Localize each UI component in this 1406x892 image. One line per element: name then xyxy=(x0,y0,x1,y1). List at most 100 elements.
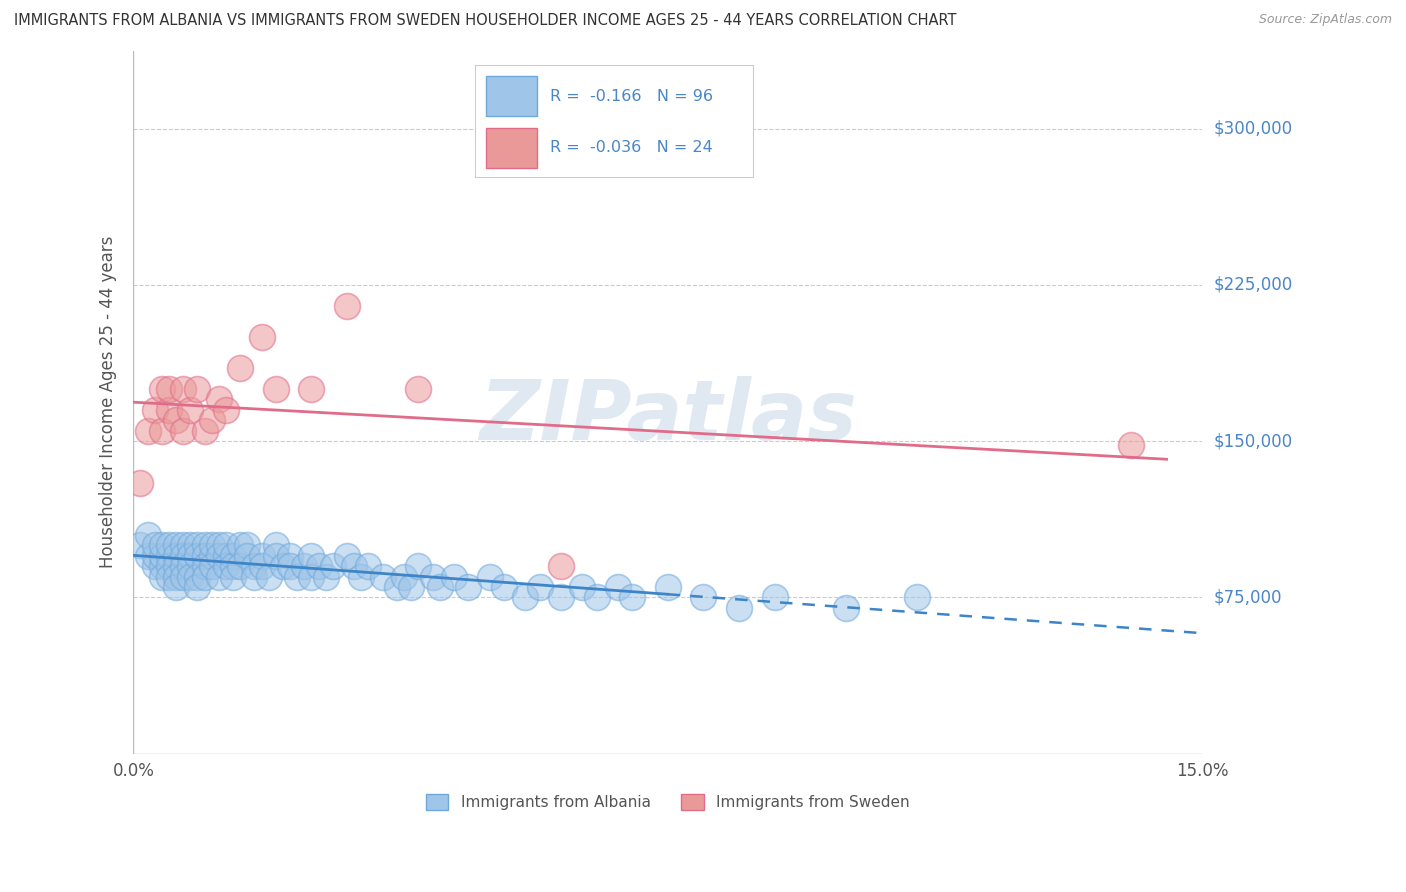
Point xyxy=(208,538,231,552)
Point xyxy=(308,559,330,574)
Point xyxy=(257,569,280,583)
Point xyxy=(285,569,308,583)
Point xyxy=(215,549,238,563)
Point xyxy=(136,528,159,542)
Point xyxy=(322,559,344,574)
Point xyxy=(143,549,166,563)
Point xyxy=(301,382,323,396)
Point xyxy=(763,591,786,605)
Point xyxy=(186,549,208,563)
Point xyxy=(336,549,359,563)
Point xyxy=(165,569,187,583)
Point xyxy=(301,549,323,563)
Point xyxy=(229,559,252,574)
Point xyxy=(222,569,245,583)
Point xyxy=(236,549,259,563)
Text: $300,000: $300,000 xyxy=(1213,120,1292,137)
Point xyxy=(165,549,187,563)
Text: $225,000: $225,000 xyxy=(1213,276,1292,294)
Point xyxy=(529,580,551,594)
Point xyxy=(194,549,217,563)
Point xyxy=(399,580,422,594)
Point xyxy=(150,424,173,438)
Point xyxy=(229,361,252,376)
Point xyxy=(150,569,173,583)
Point xyxy=(264,549,287,563)
Text: ZIPatlas: ZIPatlas xyxy=(479,376,856,457)
Text: $150,000: $150,000 xyxy=(1213,432,1292,450)
Legend: Immigrants from Albania, Immigrants from Sweden: Immigrants from Albania, Immigrants from… xyxy=(419,788,917,816)
Point xyxy=(143,559,166,574)
Point xyxy=(222,559,245,574)
Point xyxy=(550,559,572,574)
Point xyxy=(443,569,465,583)
Point xyxy=(492,580,515,594)
Point xyxy=(264,538,287,552)
Point xyxy=(179,549,201,563)
Point xyxy=(201,549,224,563)
Point xyxy=(136,549,159,563)
Point xyxy=(165,559,187,574)
Y-axis label: Householder Income Ages 25 - 44 years: Householder Income Ages 25 - 44 years xyxy=(100,235,117,568)
Point xyxy=(172,549,194,563)
Point xyxy=(194,559,217,574)
Point xyxy=(157,559,180,574)
Point xyxy=(905,591,928,605)
Point xyxy=(422,569,444,583)
Point xyxy=(150,549,173,563)
Point xyxy=(179,538,201,552)
Point xyxy=(157,538,180,552)
Point xyxy=(172,559,194,574)
Text: $75,000: $75,000 xyxy=(1213,589,1282,607)
Point xyxy=(186,580,208,594)
Point xyxy=(371,569,394,583)
Point xyxy=(585,591,607,605)
Point xyxy=(179,569,201,583)
Point xyxy=(186,538,208,552)
Point xyxy=(243,559,266,574)
Point xyxy=(157,569,180,583)
Text: Source: ZipAtlas.com: Source: ZipAtlas.com xyxy=(1258,13,1392,27)
Point xyxy=(150,559,173,574)
Point xyxy=(1119,438,1142,452)
Point xyxy=(157,382,180,396)
Point xyxy=(179,559,201,574)
Point xyxy=(215,538,238,552)
Point xyxy=(606,580,628,594)
Point xyxy=(429,580,451,594)
Point xyxy=(692,591,714,605)
Point xyxy=(194,538,217,552)
Point xyxy=(201,538,224,552)
Point xyxy=(129,475,152,490)
Point xyxy=(315,569,337,583)
Point xyxy=(150,382,173,396)
Point xyxy=(621,591,644,605)
Point xyxy=(172,569,194,583)
Point xyxy=(271,559,294,574)
Point xyxy=(165,580,187,594)
Point xyxy=(392,569,415,583)
Point xyxy=(236,538,259,552)
Point xyxy=(292,559,315,574)
Point xyxy=(165,538,187,552)
Point xyxy=(278,549,301,563)
Point xyxy=(243,569,266,583)
Point xyxy=(208,392,231,407)
Point xyxy=(457,580,479,594)
Point xyxy=(478,569,501,583)
Point xyxy=(215,403,238,417)
Point xyxy=(186,382,208,396)
Point xyxy=(550,591,572,605)
Point xyxy=(129,538,152,552)
Point xyxy=(250,549,273,563)
Point xyxy=(179,403,201,417)
Point xyxy=(172,382,194,396)
Point xyxy=(157,403,180,417)
Point xyxy=(136,424,159,438)
Point xyxy=(194,424,217,438)
Point xyxy=(150,538,173,552)
Point xyxy=(343,559,366,574)
Point xyxy=(208,549,231,563)
Point xyxy=(143,538,166,552)
Point xyxy=(728,600,751,615)
